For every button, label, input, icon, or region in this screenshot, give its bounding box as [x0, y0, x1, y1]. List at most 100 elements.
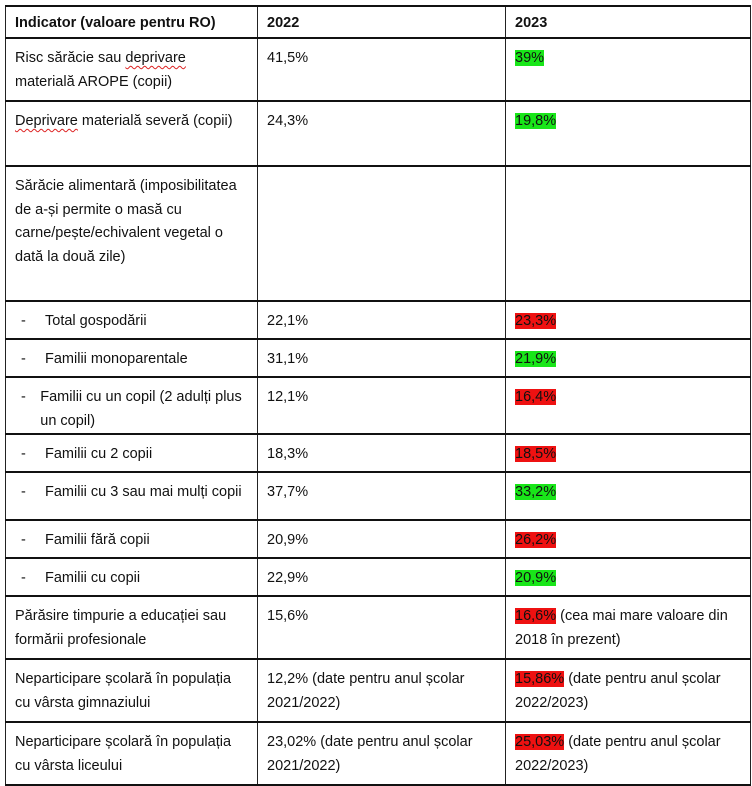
value-2022: 12,2% (date pentru anul școlar 2021/2022… [267, 671, 465, 711]
table-row: - Familii fără copii 20,9% 26,2% [5, 519, 751, 559]
table-row: - Familii cu un copil (2 adulți plus un c… [5, 376, 751, 435]
indicator-label: Neparticipare școlară în populația cu vâ… [15, 734, 232, 774]
indicator-label: Deprivare materială severă (copii) [15, 113, 233, 129]
value-2022: 23,02% (date pentru anul școlar 2021/202… [267, 734, 473, 774]
value-2023-cell [505, 165, 751, 302]
value-2023-cell: 39% [505, 37, 751, 102]
indicator-label: Sărăcie alimentară (imposibilitatea de a… [15, 178, 237, 265]
list-dash: - [21, 570, 26, 586]
value-2023-highlight: 15,86% [515, 671, 565, 687]
indicator-cell: - Total gospodării [5, 300, 258, 340]
value-2023-highlight: 18,5% [515, 446, 557, 462]
table-row: Părăsire timpurie a educației sau formăr… [5, 595, 751, 660]
value-2022-cell: 12,1% [257, 376, 506, 435]
value-2023-highlight: 16,6% [515, 608, 557, 624]
value-2022-cell: 18,3% [257, 433, 506, 473]
indicator-cell: Sărăcie alimentară (imposibilitatea de a… [5, 165, 258, 302]
value-2022-cell: 22,1% [257, 300, 506, 340]
value-2022-cell: 20,9% [257, 519, 506, 559]
value-2022-cell: 41,5% [257, 37, 506, 102]
value-2023-cell: 16,6% (cea mai mare valoare din 2018 în … [505, 595, 751, 660]
value-2022-cell: 24,3% [257, 100, 506, 167]
indicator-cell: Deprivare materială severă (copii) [5, 100, 258, 167]
header-indicator: Indicator (valoare pentru RO) [5, 5, 258, 39]
value-2022: 37,7% [267, 484, 309, 500]
value-2023-cell: 20,9% [505, 557, 751, 597]
indicator-cell: - Familii cu 3 sau mai mulți copii [5, 471, 258, 521]
list-dash: - [21, 446, 26, 462]
value-2022: 12,1% [267, 389, 309, 405]
value-2023-cell: 19,8% [505, 100, 751, 167]
value-2022: 31,1% [267, 351, 309, 367]
value-2023-highlight: 25,03% [515, 734, 565, 750]
value-2022: 41,5% [267, 50, 309, 66]
indicator-cell: Părăsire timpurie a educației sau formăr… [5, 595, 258, 660]
indicator-label: Familii cu copii [45, 570, 141, 586]
table-row: Sărăcie alimentară (imposibilitatea de a… [5, 165, 751, 302]
value-2022-cell: 23,02% (date pentru anul școlar 2021/202… [257, 721, 506, 786]
indicator-cell: - Familii cu un copil (2 adulți plus un c… [5, 376, 258, 435]
value-2022: 22,9% [267, 570, 309, 586]
indicator-cell: Neparticipare școlară în populația cu vâ… [5, 658, 258, 723]
indicator-cell: - Familii fără copii [5, 519, 258, 559]
value-2023-cell: 23,3% [505, 300, 751, 340]
value-2022-cell: 12,2% (date pentru anul școlar 2021/2022… [257, 658, 506, 723]
table-row: - Total gospodării 22,1% 23,3% [5, 300, 751, 340]
value-2023-cell: 16,4% [505, 376, 751, 435]
value-2023-note: (cea mai mare valoare din 2018 în prezen… [515, 608, 728, 648]
value-2022-cell: 37,7% [257, 471, 506, 521]
value-2023-cell: 33,2% [505, 471, 751, 521]
table-header-row: Indicator (valoare pentru RO) 2022 2023 [5, 5, 751, 39]
value-2023-highlight: 19,8% [515, 113, 557, 129]
indicator-label: Familii fără copii [45, 532, 150, 548]
indicator-label: Părăsire timpurie a educației sau formăr… [15, 608, 227, 648]
value-2023-highlight: 26,2% [515, 532, 557, 548]
value-2023-cell: 15,86% (date pentru anul școlar 2022/202… [505, 658, 751, 723]
indicator-label: Familii cu 3 sau mai mulți copii [45, 484, 242, 500]
indicators-table: Indicator (valoare pentru RO) 2022 2023 … [5, 5, 751, 786]
indicator-label: Risc sărăcie sau deprivare materială ARO… [15, 50, 186, 90]
value-2022-cell: 31,1% [257, 338, 506, 378]
value-2022: 22,1% [267, 313, 309, 329]
header-2022: 2022 [257, 5, 506, 39]
table-row: Deprivare materială severă (copii) 24,3% 1… [5, 100, 751, 167]
indicator-label: Neparticipare școlară în populația cu vâ… [15, 671, 232, 711]
value-2023-highlight: 20,9% [515, 570, 557, 586]
value-2022-cell: 15,6% [257, 595, 506, 660]
indicator-cell: - Familii cu copii [5, 557, 258, 597]
indicator-cell: Risc sărăcie sau deprivare materială ARO… [5, 37, 258, 102]
indicator-cell: - Familii cu 2 copii [5, 433, 258, 473]
value-2022: 20,9% [267, 532, 309, 548]
value-2023-highlight: 21,9% [515, 351, 557, 367]
value-2023-highlight: 23,3% [515, 313, 557, 329]
table-row: - Familii cu 3 sau mai mulți copii 37,7% 33… [5, 471, 751, 521]
table-row: - Familii cu copii 22,9% 20,9% [5, 557, 751, 597]
list-dash: - [21, 351, 26, 367]
header-2023: 2023 [505, 5, 751, 39]
value-2022: 18,3% [267, 446, 309, 462]
table-row: Neparticipare școlară în populația cu vâ… [5, 658, 751, 723]
value-2023-cell: 18,5% [505, 433, 751, 473]
value-2022: 15,6% [267, 608, 309, 624]
list-dash: - [21, 484, 26, 500]
list-dash: - [21, 313, 26, 329]
indicator-label: Familii cu un copil (2 adulți plus un co… [40, 389, 242, 429]
value-2022-cell [257, 165, 506, 302]
indicator-cell: - Familii monoparentale [5, 338, 258, 378]
table-row: - Familii cu 2 copii 18,3% 18,5% [5, 433, 751, 473]
list-dash: - [21, 389, 26, 405]
indicator-label: Familii cu 2 copii [45, 446, 153, 462]
value-2023-highlight: 39% [515, 50, 545, 66]
indicator-label: Familii monoparentale [45, 351, 188, 367]
value-2023-cell: 25,03% (date pentru anul școlar 2022/202… [505, 721, 751, 786]
value-2022: 24,3% [267, 113, 309, 129]
value-2023-cell: 26,2% [505, 519, 751, 559]
list-dash: - [21, 532, 26, 548]
indicator-cell: Neparticipare școlară în populația cu vâ… [5, 721, 258, 786]
indicator-label: Total gospodării [45, 313, 147, 329]
table-row: Risc sărăcie sau deprivare materială ARO… [5, 37, 751, 102]
value-2023-cell: 21,9% [505, 338, 751, 378]
table-row: Neparticipare școlară în populația cu vâ… [5, 721, 751, 786]
value-2023-highlight: 33,2% [515, 484, 557, 500]
value-2023-note: (date pentru anul școlar 2022/2023) [515, 671, 721, 711]
